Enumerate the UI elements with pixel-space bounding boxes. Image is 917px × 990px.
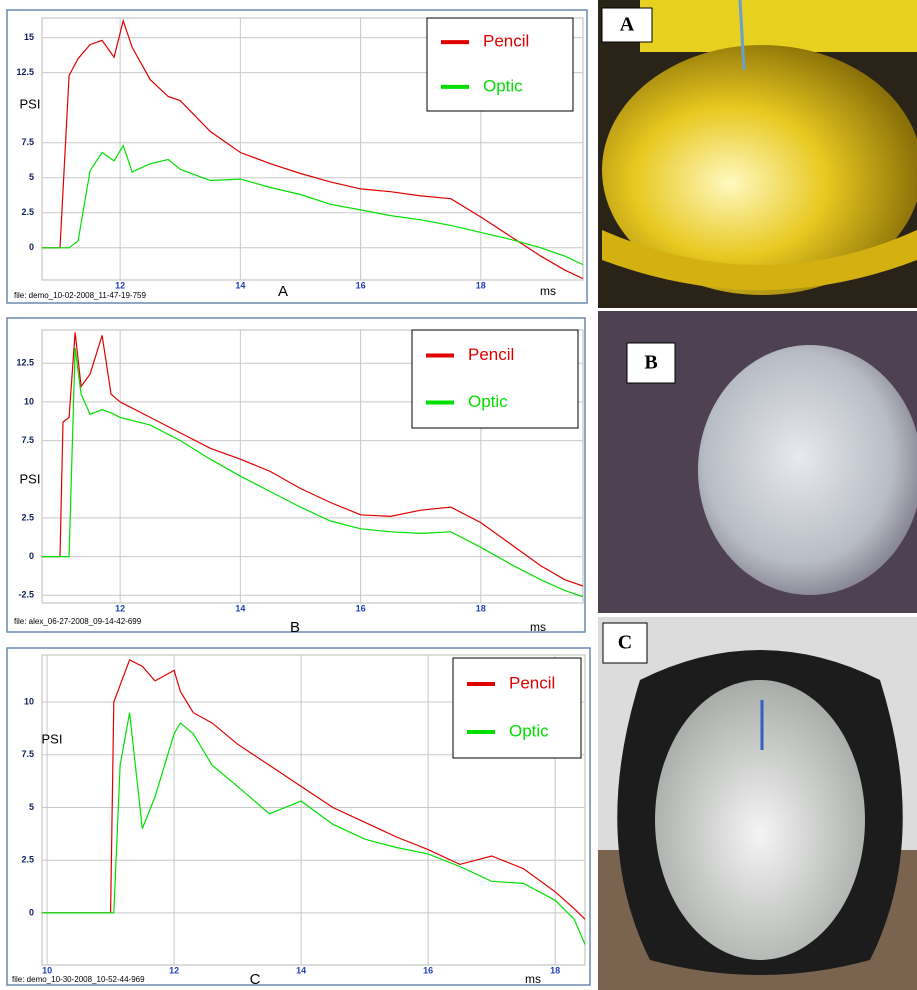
y-tick-label: 7.5	[21, 749, 34, 759]
y-axis-label: PSI	[20, 96, 41, 111]
x-tick-label: 14	[235, 603, 245, 613]
y-tick-label: 7.5	[21, 137, 34, 147]
y-tick-label: 7.5	[21, 435, 34, 445]
x-tick-label: 16	[356, 603, 366, 613]
x-axis-label: ms	[530, 620, 546, 634]
x-axis-label: ms	[540, 284, 556, 298]
photo-label: C	[618, 632, 632, 654]
y-tick-label: 10	[24, 396, 34, 406]
legend-label: Pencil	[468, 345, 514, 364]
y-tick-label: 5	[29, 802, 34, 812]
x-tick-label: 18	[476, 603, 486, 613]
file-note: file: demo_10-30-2008_10-52-44-969	[12, 975, 145, 984]
legend-label: Pencil	[509, 673, 555, 692]
legend-label: Optic	[509, 721, 549, 740]
y-tick-label: 15	[24, 32, 34, 42]
x-tick-label: 12	[169, 965, 179, 975]
figure: A B C 12 14 16 18 0 2.5 5 7.5 12.5 15 Pencil Optic P…	[0, 0, 917, 990]
y-tick-label: 0	[29, 242, 34, 252]
file-note: file: demo_10-02-2008_11-47-19-759	[14, 291, 146, 300]
x-tick-label: 18	[550, 965, 560, 975]
y-tick-label: 5	[29, 172, 34, 182]
x-tick-label: 18	[476, 280, 486, 290]
photo-a	[598, 0, 917, 308]
x-tick-label: 14	[296, 965, 306, 975]
photo-label: B	[644, 352, 657, 374]
y-tick-label: 2.5	[21, 855, 34, 865]
x-axis-label: ms	[525, 972, 541, 986]
y-tick-label: 2.5	[21, 512, 34, 522]
file-note: file: alex_06-27-2008_09-14-42-699	[14, 617, 142, 626]
y-tick-label: 2.5	[21, 207, 34, 217]
x-tick-label: 16	[356, 280, 366, 290]
y-tick-label: 12.5	[16, 358, 34, 368]
y-tick-label: 0	[29, 551, 34, 561]
photo-label: A	[620, 14, 635, 36]
legend-label: Pencil	[483, 32, 529, 51]
legend-label: Optic	[483, 76, 523, 95]
x-tick-label: 12	[115, 280, 125, 290]
y-tick-label: 10	[24, 696, 34, 706]
panel-caption: B	[290, 619, 300, 636]
x-tick-label: 12	[115, 603, 125, 613]
x-tick-label: 14	[235, 280, 245, 290]
y-tick-label: 0	[29, 907, 34, 917]
panel-caption: C	[250, 971, 261, 988]
panel-caption: A	[278, 283, 288, 300]
legend-label: Optic	[468, 392, 508, 411]
y-axis-label: PSI	[20, 471, 41, 486]
y-tick-label: -2.5	[18, 590, 34, 600]
y-axis-label: PSI	[42, 731, 63, 746]
photo-c	[598, 617, 917, 990]
x-tick-label: 16	[423, 965, 433, 975]
y-tick-label: 12.5	[16, 67, 34, 77]
x-tick-label: 10	[42, 965, 52, 975]
